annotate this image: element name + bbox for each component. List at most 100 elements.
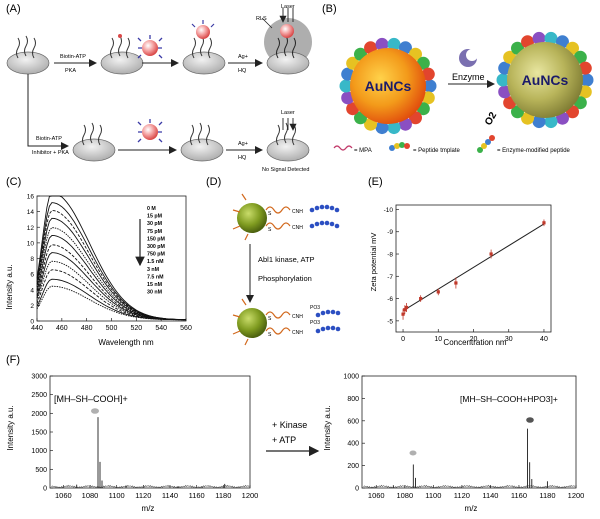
f-right-marker-2 xyxy=(526,417,534,423)
c-ytick-label: 14 xyxy=(27,209,35,216)
a-step-pka: PKA xyxy=(65,68,76,74)
e-point xyxy=(401,312,405,316)
c-legend-entry: 3 nM xyxy=(147,267,160,273)
panel-e-label: (E) xyxy=(368,176,383,188)
b-left-cluster: AuNCs xyxy=(339,37,437,135)
e-point xyxy=(404,305,409,310)
c-xlabel: Wavelength nm xyxy=(98,338,154,347)
a-laser-label-bottom: Laser xyxy=(281,110,295,116)
b-core-right: AuNCs xyxy=(522,72,569,88)
panel-d: (D) S S CNH CNH Abl1 kinase, ATP Phospho… xyxy=(206,176,341,346)
f-right-ytick-label: 0 xyxy=(355,486,359,493)
c-legend-entry: 300 pM xyxy=(147,244,166,250)
f-right-xlabel: m/z xyxy=(465,504,478,513)
f-left-marker xyxy=(91,408,99,414)
f-left-xtick-label: 1180 xyxy=(215,491,231,500)
d-step2: Phosphorylation xyxy=(258,274,312,283)
a-substrate-4-silver xyxy=(264,18,312,75)
a-substrate-3 xyxy=(182,20,226,75)
a-step-biotin: Biotin-ATP xyxy=(60,54,86,60)
e-xtick-label: 10 xyxy=(434,336,442,343)
c-ytick-label: 4 xyxy=(30,287,34,294)
a-no-signal: No Signal Detected xyxy=(262,167,309,173)
a-hq-label-top: HQ xyxy=(238,68,247,74)
c-series-line xyxy=(36,285,186,321)
c-xtick-label: 520 xyxy=(130,325,142,332)
panel-f-label: (F) xyxy=(6,354,20,366)
c-ytick-label: 12 xyxy=(27,225,35,232)
f-right-xtick-label: 1140 xyxy=(482,491,498,500)
b-peptide-bead xyxy=(496,73,510,87)
a-bottom-biotin: Biotin-ATP xyxy=(36,136,62,142)
b-peptide-bead xyxy=(578,85,592,99)
e-ytick-label: -7 xyxy=(387,274,393,281)
c-legend-entry: 0 M xyxy=(147,206,156,212)
f-right-xtick-label: 1200 xyxy=(568,491,585,500)
f-left-ylabel: Intensity a.u. xyxy=(6,405,15,450)
b-peptide-bead xyxy=(387,37,401,51)
f-left-ytick-label: 1500 xyxy=(31,430,47,437)
f-right-xtick-label: 1060 xyxy=(368,491,385,500)
d-po3-1: PO3 xyxy=(310,305,320,311)
f-right-ytick-label: 800 xyxy=(347,396,359,403)
b-legend-mpa: = MPA xyxy=(354,148,372,154)
f-left-plot-frame xyxy=(49,375,251,489)
f-right-plot-frame xyxy=(361,375,577,489)
e-ytick-label: -6 xyxy=(387,296,393,303)
c-legend-entry: 30 pM xyxy=(147,221,163,227)
e-point xyxy=(542,221,546,225)
e-xtick-label: 30 xyxy=(505,336,513,343)
b-peptide-bead xyxy=(544,31,558,45)
c-plot-frame xyxy=(36,195,187,322)
d-top-cnh1: CNH xyxy=(292,209,303,215)
a-branch-arrow xyxy=(27,74,69,150)
d-top-s1: S xyxy=(268,211,272,217)
b-peptide-bead xyxy=(498,85,512,99)
e-fit-line xyxy=(402,223,545,312)
f-left-ytick-label: 2500 xyxy=(31,392,47,399)
b-peptide-bead xyxy=(375,37,389,51)
b-legend: = MPA = Peptide tmplate = Enzyme-modifie… xyxy=(333,135,571,154)
f-left-xtick-label: 1080 xyxy=(82,491,99,500)
e-point xyxy=(436,290,440,294)
e-xtick-label: 0 xyxy=(401,336,405,343)
c-series-line xyxy=(36,210,187,321)
c-ytick-label: 10 xyxy=(27,240,35,247)
c-xtick-label: 440 xyxy=(31,325,43,332)
b-legend-modified: = Enzyme-modified peptide xyxy=(497,148,571,154)
f-right-ylabel: Intensity a.u. xyxy=(323,405,332,450)
a-hq-label-bottom: HQ xyxy=(238,155,247,161)
a-laser-label-top: Laser xyxy=(281,4,295,10)
b-mpa-icon xyxy=(333,145,353,151)
panel-f: (F) Intensity a.u. m/z 1060 1080 1100 1120 1… xyxy=(6,354,584,513)
f-right-xtick-label: 1120 xyxy=(454,491,470,500)
b-legend-peptide: = Peptide tmplate xyxy=(413,148,461,154)
f-left-xtick-label: 1200 xyxy=(242,491,259,500)
c-xtick-label: 480 xyxy=(81,325,93,332)
a-rls-arrow xyxy=(261,17,273,29)
panel-b: (B) AuNCs Enzyme AuNCs O2 = MPA = Peptid… xyxy=(322,3,594,154)
c-xtick-label: 560 xyxy=(180,325,192,332)
e-plot-frame xyxy=(395,204,552,333)
panel-a-label: (A) xyxy=(6,3,21,15)
f-right-marker-1 xyxy=(409,450,417,456)
a-laser-icon-top: Laser xyxy=(281,4,295,22)
e-xlabel: Concentration nm xyxy=(443,338,506,347)
e-xtick-label: 20 xyxy=(470,336,478,343)
b-modified-peptide-icon xyxy=(477,135,495,153)
c-ytick-label: 0 xyxy=(30,319,34,326)
a-ag-label-top: Ag+ xyxy=(238,54,248,60)
f-arrow-kinase: + Kinase xyxy=(272,420,307,430)
e-xtick-label: 40 xyxy=(540,336,548,343)
e-ylabel: Zeta potential mV xyxy=(369,233,378,292)
d-bottom-s1: S xyxy=(268,316,272,322)
b-peptide-bead xyxy=(532,31,546,45)
panel-c-label: (C) xyxy=(6,176,21,188)
e-ytick-label: -9 xyxy=(387,229,393,236)
c-legend-entry: 15 pM xyxy=(147,214,163,220)
d-step1: Abl1 kinase, ATP xyxy=(258,255,315,264)
b-peptide-bead xyxy=(339,79,353,93)
panel-d-label: (D) xyxy=(206,176,221,188)
b-enzyme-icon xyxy=(459,49,478,67)
